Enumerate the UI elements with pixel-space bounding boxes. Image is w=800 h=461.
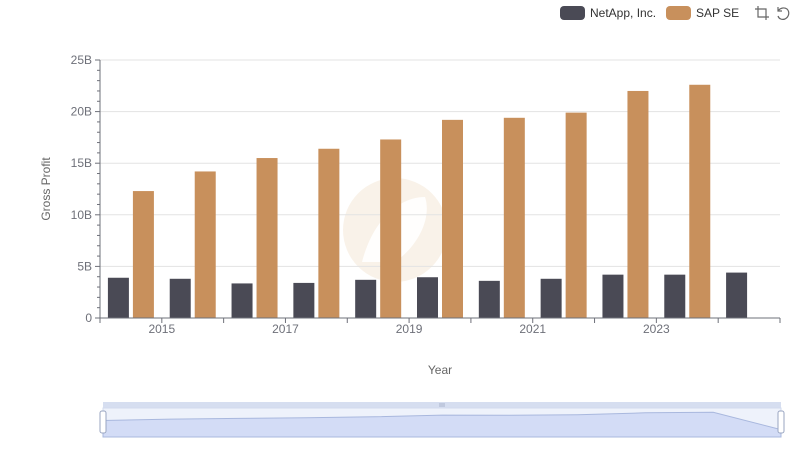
x-tick-label: 2015 <box>148 322 175 336</box>
x-tick-label: 2021 <box>519 322 546 336</box>
bar-netapp-2021[interactable] <box>540 278 562 318</box>
bar-sap-2016[interactable] <box>256 158 278 318</box>
data-zoom-grip-icon[interactable] <box>439 403 445 407</box>
y-tick-label: 20B <box>71 105 92 119</box>
legend-swatch-netapp <box>560 6 585 20</box>
bar-sap-2015[interactable] <box>194 171 216 318</box>
y-tick-label: 25B <box>71 53 92 67</box>
x-tick-label: 2017 <box>272 322 299 336</box>
axes <box>95 59 781 323</box>
legend-item-netapp[interactable]: NetApp, Inc. <box>560 6 656 20</box>
bar-netapp-2018[interactable] <box>355 279 377 318</box>
tick-labels: 0 5B 10B 15B 20B 25B 2015 2017 2019 2021 2023 <box>71 53 670 336</box>
bar-netapp-2019[interactable] <box>417 277 438 318</box>
bar-netapp-2020[interactable] <box>478 280 500 318</box>
bar-netapp-2022[interactable] <box>602 274 624 318</box>
bar-sap-2017[interactable] <box>318 148 340 318</box>
data-zoom-left-handle[interactable] <box>99 410 107 434</box>
bar-sap-2019[interactable] <box>442 119 463 318</box>
bar-sap-2020[interactable] <box>503 117 525 319</box>
y-axis-label: Gross Profit <box>39 157 53 221</box>
legend-swatch-sap <box>666 6 692 20</box>
data-zoom-slider[interactable] <box>99 402 785 438</box>
legend-label-sap: SAP SE <box>696 6 740 20</box>
y-tick-label: 5B <box>77 259 92 273</box>
y-tick-label: 15B <box>71 156 92 170</box>
data-zoom-right-handle[interactable] <box>777 410 785 434</box>
bar-sap-2022[interactable] <box>627 90 649 319</box>
bar-netapp-2017[interactable] <box>293 282 315 318</box>
x-tick-label: 2023 <box>643 322 670 336</box>
y-tick-label: 10B <box>71 208 92 222</box>
bar-netapp-2024[interactable] <box>726 272 748 318</box>
x-tick-label: 2019 <box>396 322 423 336</box>
bar-sap-2018[interactable] <box>380 139 402 318</box>
x-axis-label: Year <box>428 363 452 377</box>
legend: NetApp, Inc. SAP SE <box>560 4 791 22</box>
legend-item-sap[interactable]: SAP SE <box>666 6 739 20</box>
bars <box>107 84 748 319</box>
bar-netapp-2016[interactable] <box>231 283 253 318</box>
bar-netapp-2014[interactable] <box>107 277 129 318</box>
bar-sap-2023[interactable] <box>689 84 711 318</box>
y-tick-label: 0 <box>85 311 92 325</box>
zoom-icon[interactable] <box>754 5 770 21</box>
toolbox <box>749 5 791 21</box>
bar-netapp-2015[interactable] <box>169 278 191 318</box>
data-zoom-preview-area <box>102 411 782 438</box>
bar-netapp-2023[interactable] <box>664 274 686 318</box>
restore-icon[interactable] <box>775 5 791 21</box>
legend-label-netapp: NetApp, Inc. <box>590 6 657 20</box>
bar-sap-2014[interactable] <box>132 191 154 318</box>
bar-sap-2021[interactable] <box>565 112 587 319</box>
